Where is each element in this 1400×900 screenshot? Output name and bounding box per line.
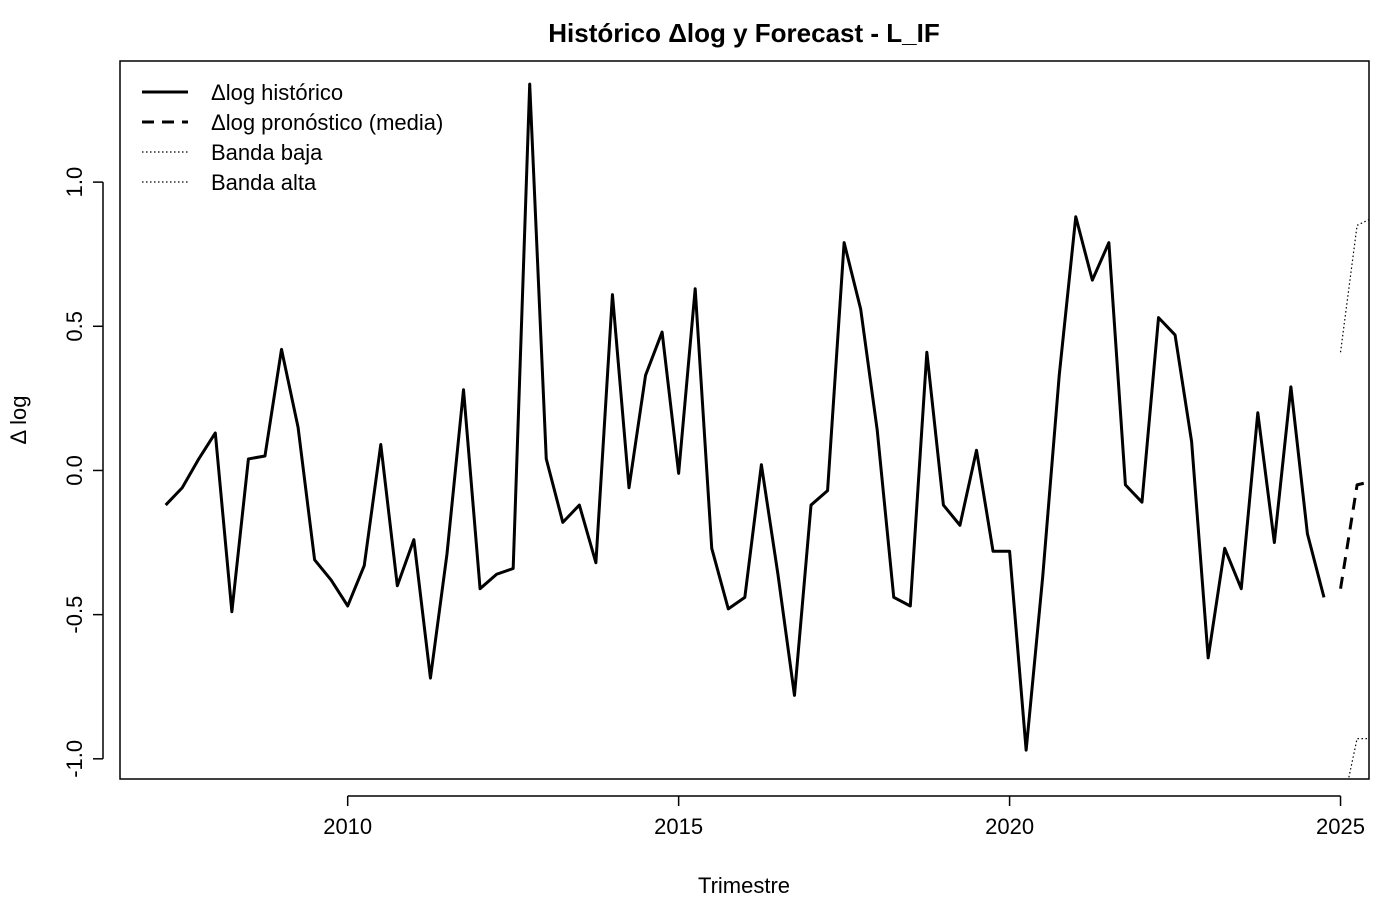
series-layer	[164, 82, 1369, 779]
y-tick-label: -0.5	[62, 596, 87, 634]
x-tick-label: 2020	[985, 814, 1034, 839]
legend: Δlog histórico Δlog pronóstico (media) Ban…	[142, 80, 443, 195]
y-tick-label: 1.0	[62, 167, 87, 198]
y-tick-label: 0.0	[62, 455, 87, 486]
plot-frame	[119, 60, 1370, 780]
y-axis: -1.0 -0.5 0.0 0.5 1.0	[62, 167, 104, 778]
chart-title: Histórico Δlog y Forecast - L_IF	[548, 18, 939, 48]
x-tick-label: 2025	[1316, 814, 1365, 839]
legend-label: Banda alta	[211, 170, 317, 195]
y-axis-label: Δ log	[6, 396, 31, 445]
legend-label: Δlog pronóstico (media)	[211, 110, 443, 135]
x-tick-label: 2010	[323, 814, 372, 839]
y-tick-label: 0.5	[62, 311, 87, 342]
x-tick-label: 2015	[654, 814, 703, 839]
x-axis: 2010 2015 2020 2025	[323, 795, 1365, 839]
y-tick-label: -1.0	[62, 740, 87, 778]
x-axis-label: Trimestre	[698, 873, 790, 898]
legend-label: Δlog histórico	[211, 80, 343, 105]
series-line-2	[1347, 738, 1369, 779]
series-line-1	[1339, 480, 1369, 589]
legend-label: Banda baja	[211, 140, 323, 165]
series-line-0	[164, 82, 1326, 752]
series-line-3	[1339, 219, 1369, 353]
